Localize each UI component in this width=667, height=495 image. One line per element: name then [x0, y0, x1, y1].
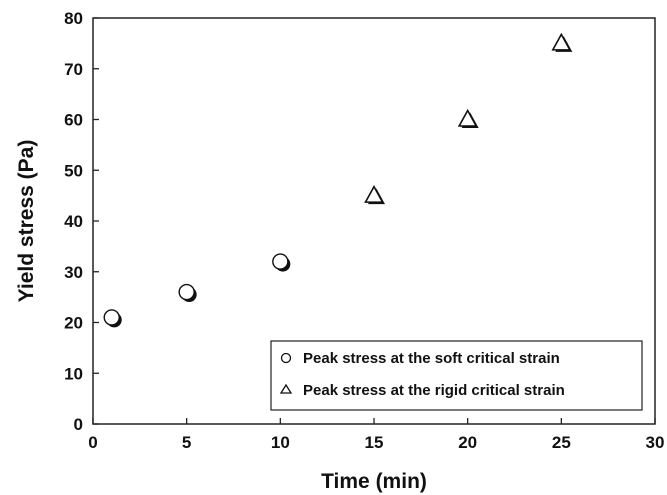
- legend: Peak stress at the soft critical strain …: [270, 340, 643, 411]
- x-tick-label: 15: [365, 433, 384, 452]
- y-tick-label: 80: [64, 9, 83, 28]
- y-axis: 0 10 20 30 40 50 60 70 80: [64, 9, 99, 434]
- legend-item-soft: Peak stress at the soft critical strain: [280, 350, 560, 367]
- triangle-point: [457, 108, 479, 128]
- y-tick-label: 60: [64, 111, 83, 130]
- circle-point: [178, 283, 197, 303]
- legend-label-soft: Peak stress at the soft critical strain: [303, 350, 560, 367]
- circle-point: [103, 309, 122, 328]
- legend-label-rigid: Peak stress at the rigid critical strain: [303, 382, 565, 399]
- y-tick-label: 20: [64, 314, 83, 333]
- y-tick-label: 40: [64, 212, 83, 231]
- x-tick-label: 20: [458, 433, 477, 452]
- y-tick-label: 0: [74, 415, 83, 434]
- y-tick-label: 50: [64, 161, 83, 180]
- triangle-point: [364, 184, 385, 205]
- x-tick-label: 0: [88, 433, 97, 452]
- triangle-point: [551, 32, 573, 52]
- x-tick-label: 25: [552, 433, 571, 452]
- legend-triangle-icon: [279, 383, 293, 394]
- data-points: [103, 32, 573, 328]
- legend-circle-icon: [280, 352, 292, 364]
- x-tick-label: 30: [646, 433, 665, 452]
- x-axis-title: Time (min): [321, 470, 427, 493]
- y-axis-title: Yield stress (Pa): [15, 140, 38, 303]
- y-tick-label: 30: [64, 263, 83, 282]
- legend-box: [270, 340, 643, 411]
- x-tick-label: 5: [182, 433, 191, 452]
- circle-point: [272, 253, 291, 272]
- plot-area: 0 10 20 30 40 50 60 70 80 0 5 10 15 20 25 30: [64, 9, 664, 452]
- y-tick-label: 10: [64, 364, 83, 383]
- legend-item-rigid: Peak stress at the rigid critical strain: [279, 382, 565, 399]
- y-tick-label: 70: [64, 60, 83, 79]
- x-tick-label: 10: [271, 433, 290, 452]
- x-axis: 0 5 10 15 20 25 30: [88, 418, 664, 452]
